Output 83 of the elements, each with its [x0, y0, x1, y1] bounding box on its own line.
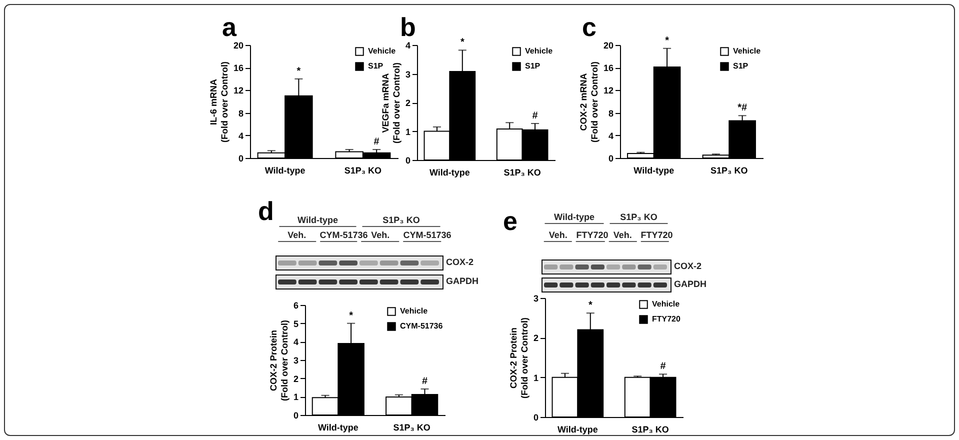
x-tick-label: Wild-type: [634, 166, 674, 176]
y-tick-label: 12: [233, 86, 244, 96]
text: CYM-51736: [403, 230, 452, 242]
y-tick-label: 2: [405, 98, 410, 108]
text: COX-2: [674, 261, 702, 272]
text: Veh.: [608, 230, 637, 242]
y-tick-label: 5: [293, 318, 298, 329]
text: Veh.: [278, 230, 316, 242]
y-tick-label: 16: [603, 63, 614, 74]
annotation: #: [422, 376, 428, 387]
y-tick-label: 16: [233, 63, 244, 74]
legend-label: S1P: [525, 62, 541, 70]
y-tick-label: 2: [293, 374, 298, 384]
text: e: [503, 206, 518, 236]
text: GAPDH: [446, 276, 479, 287]
chart-title: c: [582, 12, 596, 42]
text: FTY720: [576, 230, 608, 242]
legend-label: S1P: [733, 62, 749, 70]
y-tick-label: 20: [603, 40, 614, 50]
legend-label: Vehicle: [400, 306, 428, 316]
x-tick-label: S1P₃ KO: [632, 424, 669, 434]
x-tick-label: Wild-type: [557, 424, 598, 434]
legend-label: Vehicle: [652, 300, 680, 308]
text: S1P₃ KO: [362, 215, 440, 227]
y-tick-label: 8: [238, 108, 244, 118]
y-tick-label: 0: [405, 156, 410, 166]
y-tick-label: 0: [238, 154, 244, 164]
y-tick-label: 12: [603, 86, 614, 96]
annotation: *: [460, 37, 464, 48]
text: COX-2: [446, 257, 474, 268]
legend-label: FTY720: [652, 314, 682, 324]
x-tick-label: Wild-type: [429, 168, 470, 178]
y-tick-label: 0: [608, 154, 614, 164]
text: CYM-51736: [320, 230, 368, 242]
x-tick-label: S1P₃ KO: [393, 422, 430, 432]
y-tick-label: 4: [405, 40, 410, 50]
x-tick-label: S1P₃ KO: [710, 166, 748, 176]
y-tick-label: 1: [293, 392, 298, 402]
y-tick-label: 3: [405, 69, 410, 80]
text: Wild-type: [279, 215, 356, 227]
y-tick-label: 1: [533, 372, 538, 383]
y-axis-title: COX-2 Protein (Fold over Control): [268, 320, 290, 401]
text: FTY720: [640, 230, 673, 242]
annotation: *: [588, 300, 592, 312]
text: S1P₃ KO: [610, 212, 668, 224]
text: Wild-type: [545, 212, 604, 224]
text: Veh.: [544, 230, 572, 242]
annotation: *: [349, 310, 354, 322]
y-tick-label: 4: [238, 130, 244, 141]
legend-label: Vehicle: [733, 46, 762, 56]
annotation: #: [660, 361, 666, 372]
annotation: #: [532, 110, 538, 122]
y-axis-title: COX-2 Protein (Fold over Control): [508, 318, 530, 398]
x-tick-label: S1P₃ KO: [504, 168, 541, 178]
y-tick-label: 3: [533, 294, 538, 304]
y-tick-label: 1: [405, 126, 410, 137]
legend-label: Vehicle: [525, 46, 554, 56]
y-tick-label: 4: [293, 337, 298, 348]
y-tick-label: 8: [608, 108, 614, 118]
x-tick-label: Wild-type: [318, 422, 358, 432]
legend-label: S1P: [368, 62, 384, 70]
chart-title: b: [400, 12, 416, 42]
text: GAPDH: [674, 279, 707, 290]
y-tick-label: 6: [293, 300, 298, 310]
y-tick-label: 3: [293, 356, 298, 366]
text: d: [258, 196, 274, 226]
legend-label: CYM-51736: [400, 322, 444, 330]
x-tick-label: Wild-type: [264, 166, 306, 176]
y-tick-label: 0: [533, 412, 538, 422]
annotation: *: [296, 66, 301, 77]
annotation: *: [665, 35, 670, 46]
y-axis-title: IL-6 mRNA (Fold over Control): [208, 62, 230, 142]
y-tick-label: 0: [293, 410, 298, 420]
y-tick-label: 2: [533, 333, 538, 344]
chart-title: a: [222, 12, 236, 42]
text: Veh.: [371, 230, 390, 240]
y-tick-label: 4: [608, 130, 614, 141]
annotation: *#: [738, 102, 748, 114]
legend-label: Vehicle: [368, 46, 396, 56]
x-tick-label: S1P₃ KO: [344, 166, 382, 176]
y-axis-title: COX-2 mRNA (Fold over Control): [578, 62, 600, 142]
annotation: #: [374, 136, 380, 148]
y-tick-label: 20: [233, 40, 244, 50]
